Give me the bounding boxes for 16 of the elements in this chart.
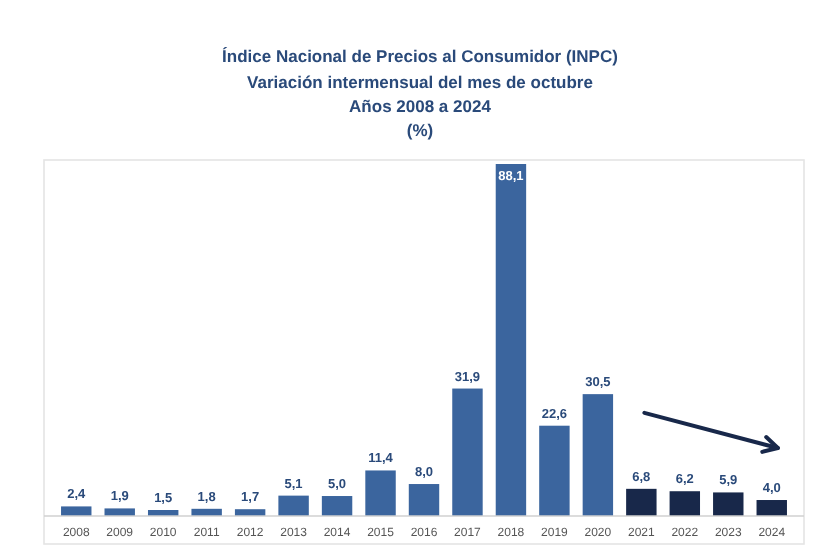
bar	[539, 425, 570, 516]
bar	[365, 470, 396, 516]
bar	[321, 496, 353, 516]
bar	[61, 506, 92, 516]
bar	[278, 495, 309, 516]
chart-title: Índice Nacional de Precios al Consumidor (INPC)	[222, 46, 619, 66]
bar	[669, 491, 701, 516]
bar	[452, 388, 483, 516]
bar	[626, 488, 657, 516]
bar	[408, 484, 440, 516]
chart-subtitle: Variación intermensual del mes de octubre Años 2008 a 2024 (%)	[247, 72, 594, 140]
bar	[582, 394, 614, 516]
bar	[495, 164, 527, 516]
bar	[104, 508, 135, 516]
bar	[713, 492, 744, 516]
bar	[756, 500, 787, 516]
